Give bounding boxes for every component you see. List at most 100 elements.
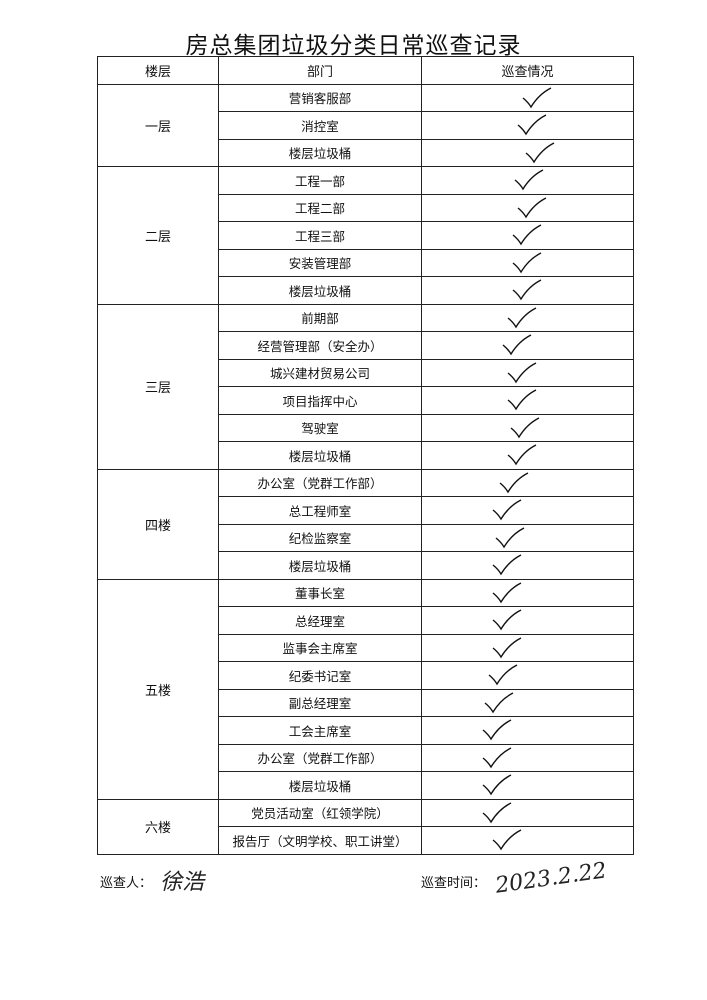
status-cell	[421, 771, 634, 800]
status-cell	[421, 716, 634, 745]
department-cell: 楼层垃圾桶	[218, 771, 422, 800]
status-cell	[421, 138, 634, 167]
department-cell: 楼层垃圾桶	[218, 138, 422, 167]
department-cell: 总工程师室	[218, 496, 422, 525]
department-cell: 城兴建材贸易公司	[218, 358, 422, 387]
table-row: 项目指挥中心	[98, 386, 634, 415]
department-cell: 总经理室	[218, 606, 422, 635]
department-cell: 办公室（党群工作部）	[218, 743, 422, 772]
checkmark-icon	[484, 691, 514, 713]
checkmark-icon	[492, 499, 522, 521]
department-cell: 办公室（党群工作部）	[218, 468, 422, 497]
department-cell: 前期部	[218, 303, 422, 332]
table-row: 六楼 党员活动室（红领学院）	[97, 798, 634, 855]
status-cell	[421, 83, 634, 112]
table-row: 楼层垃圾桶	[98, 138, 634, 167]
header-row: 楼层 部门 巡查情况	[97, 56, 634, 85]
table-row: 楼层垃圾桶	[98, 551, 634, 580]
department-cell: 纪检监察室	[218, 523, 422, 552]
department-cell: 经营管理部（安全办）	[218, 331, 422, 360]
table-row: 报告厅（文明学校、职工讲堂）	[98, 826, 634, 855]
table-row: 城兴建材贸易公司	[98, 358, 634, 387]
table-row: 楼层垃圾桶	[98, 276, 634, 305]
checkmark-icon	[507, 361, 537, 383]
status-cell	[421, 468, 634, 497]
table-row: 工程二部	[98, 193, 634, 222]
header-status: 巡查情况	[421, 56, 634, 85]
status-cell	[421, 496, 634, 525]
checkmark-icon	[482, 801, 512, 823]
inspector-label: 巡查人：	[100, 876, 153, 891]
checkmark-icon	[525, 141, 555, 163]
status-cell	[421, 798, 634, 827]
department-cell: 项目指挥中心	[218, 386, 422, 415]
status-cell	[421, 303, 634, 332]
table-row: 楼层垃圾桶	[98, 441, 634, 470]
checkmark-icon	[492, 554, 522, 576]
checkmark-icon	[512, 279, 542, 301]
department-cell: 驾驶室	[218, 413, 422, 442]
checkmark-icon	[482, 774, 512, 796]
checkmark-icon	[492, 581, 522, 603]
department-cell: 副总经理室	[218, 688, 422, 717]
status-cell	[421, 358, 634, 387]
department-cell: 报告厅（文明学校、职工讲堂）	[218, 826, 422, 855]
checkmark-icon	[522, 86, 552, 108]
checkmark-icon	[510, 416, 540, 438]
checkmark-icon	[492, 609, 522, 631]
status-cell	[421, 523, 634, 552]
status-cell	[421, 551, 634, 580]
status-cell	[421, 606, 634, 635]
floor-cell: 一层	[97, 83, 219, 167]
table-row: 纪检监察室	[98, 523, 634, 552]
header-department: 部门	[218, 56, 422, 85]
table-row: 四楼 办公室（党群工作部）	[97, 468, 634, 580]
checkmark-icon	[495, 526, 525, 548]
department-cell: 党员活动室（红领学院）	[218, 798, 422, 827]
status-cell	[421, 331, 634, 360]
time-label: 巡查时间：	[421, 876, 487, 891]
department-cell: 楼层垃圾桶	[218, 551, 422, 580]
status-cell	[421, 276, 634, 305]
checkmark-icon	[488, 664, 518, 686]
checkmark-icon	[507, 444, 537, 466]
status-cell	[421, 633, 634, 662]
checkmark-icon	[482, 719, 512, 741]
department-cell: 工会主席室	[218, 716, 422, 745]
checkmark-icon	[502, 334, 532, 356]
checkmark-icon	[517, 114, 547, 136]
checkmark-icon	[512, 251, 542, 273]
status-cell	[421, 743, 634, 772]
status-cell	[421, 826, 634, 855]
status-cell	[421, 688, 634, 717]
inspection-date: 2023.2.22	[493, 858, 609, 899]
status-cell	[421, 248, 634, 277]
table-row: 经营管理部（安全办）	[98, 331, 634, 360]
floor-cell: 三层	[97, 303, 219, 470]
floor-cell: 四楼	[97, 468, 219, 580]
floor-cell: 五楼	[97, 578, 219, 800]
department-cell: 消控室	[218, 111, 422, 140]
department-cell: 营销客服部	[218, 83, 422, 112]
table-row: 办公室（党群工作部）	[98, 743, 634, 772]
status-cell	[421, 193, 634, 222]
checkmark-icon	[492, 636, 522, 658]
status-cell	[421, 111, 634, 140]
page-title: 房总集团垃圾分类日常巡查记录	[185, 33, 522, 59]
status-cell	[421, 221, 634, 250]
status-cell	[421, 413, 634, 442]
status-cell	[421, 441, 634, 470]
inspector-signature: 徐浩	[160, 870, 205, 895]
checkmark-icon	[512, 224, 542, 246]
floor-cell: 六楼	[97, 798, 219, 855]
department-cell: 工程一部	[218, 166, 422, 195]
department-cell: 工程三部	[218, 221, 422, 250]
table-row: 三层 前期部	[97, 303, 634, 470]
table-row: 一层 营销客服部	[97, 83, 634, 167]
checkmark-icon	[499, 471, 529, 493]
table-row: 楼层垃圾桶	[98, 771, 634, 800]
department-cell: 纪委书记室	[218, 661, 422, 690]
table-row: 二层 工程一部	[97, 166, 634, 305]
status-cell	[421, 166, 634, 195]
department-cell: 安装管理部	[218, 248, 422, 277]
